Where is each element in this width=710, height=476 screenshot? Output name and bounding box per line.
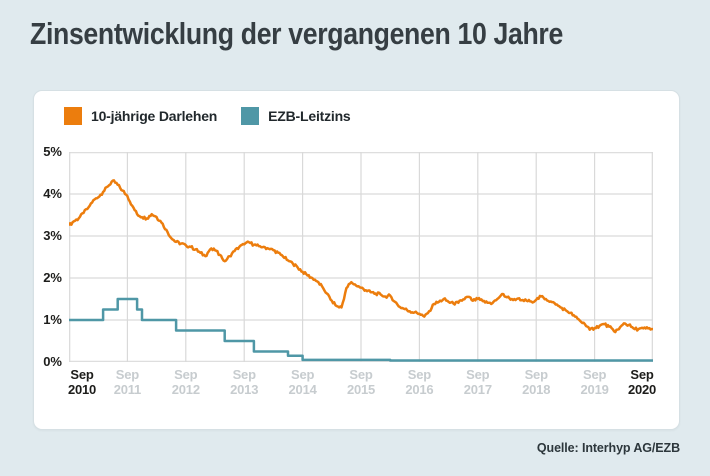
x-tick-label: Sep 2018 [522,367,551,397]
chart-legend: 10-jährige Darlehen EZB-Leitzins [64,107,351,125]
x-tick-label: Sep 2014 [288,367,317,397]
legend-swatch-ezb-icon [241,107,260,125]
x-tick-label: Sep 2010 [67,367,97,397]
y-tick-label: 2% [43,270,62,285]
series-10-jaehrige-darlehen [69,179,653,334]
x-tick-label: Sep 2013 [230,367,259,397]
legend-swatch-darlehen-icon [64,107,82,125]
y-axis-labels: 5% 4% 3% 2% 1% 0% [34,144,62,369]
x-tick-label: Sep 2015 [346,367,376,397]
x-tick-label: Sep 2017 [463,367,492,397]
x-tick-label: Sep 2020 [627,367,657,397]
y-tick-label: 1% [43,312,62,327]
legend-label-darlehen: 10-jährige Darlehen [91,108,218,124]
source-credit: Quelle: Interhyp AG/EZB [536,441,680,455]
y-tick-label: 0% [43,354,62,369]
y-tick-label: 5% [43,144,62,159]
x-tick-label: Sep 2012 [171,367,200,397]
legend-item-darlehen: 10-jährige Darlehen [64,107,217,125]
x-axis-labels: Sep 2010 Sep 2011 Sep 2012 Sep 2013 Sep 2014 Sep 20… [67,367,657,401]
y-tick-label: 4% [43,186,62,201]
x-tick-label: Sep 2016 [405,367,434,397]
y-tick-label: 3% [43,228,62,243]
x-tick-label: Sep 2019 [580,367,609,397]
chart-plot [69,152,653,362]
chart-card: 10-jährige Darlehen EZB-Leitzins 5% 4% 3% 2… [33,90,680,430]
x-tick-label: Sep 2011 [113,367,142,397]
page-title: Zinsentwicklung der vergangenen 10 Jahre [30,16,563,51]
series-ezb-leitzins [69,297,653,362]
legend-label-ezb: EZB-Leitzins [268,108,351,124]
legend-item-ezb: EZB-Leitzins [241,107,351,125]
